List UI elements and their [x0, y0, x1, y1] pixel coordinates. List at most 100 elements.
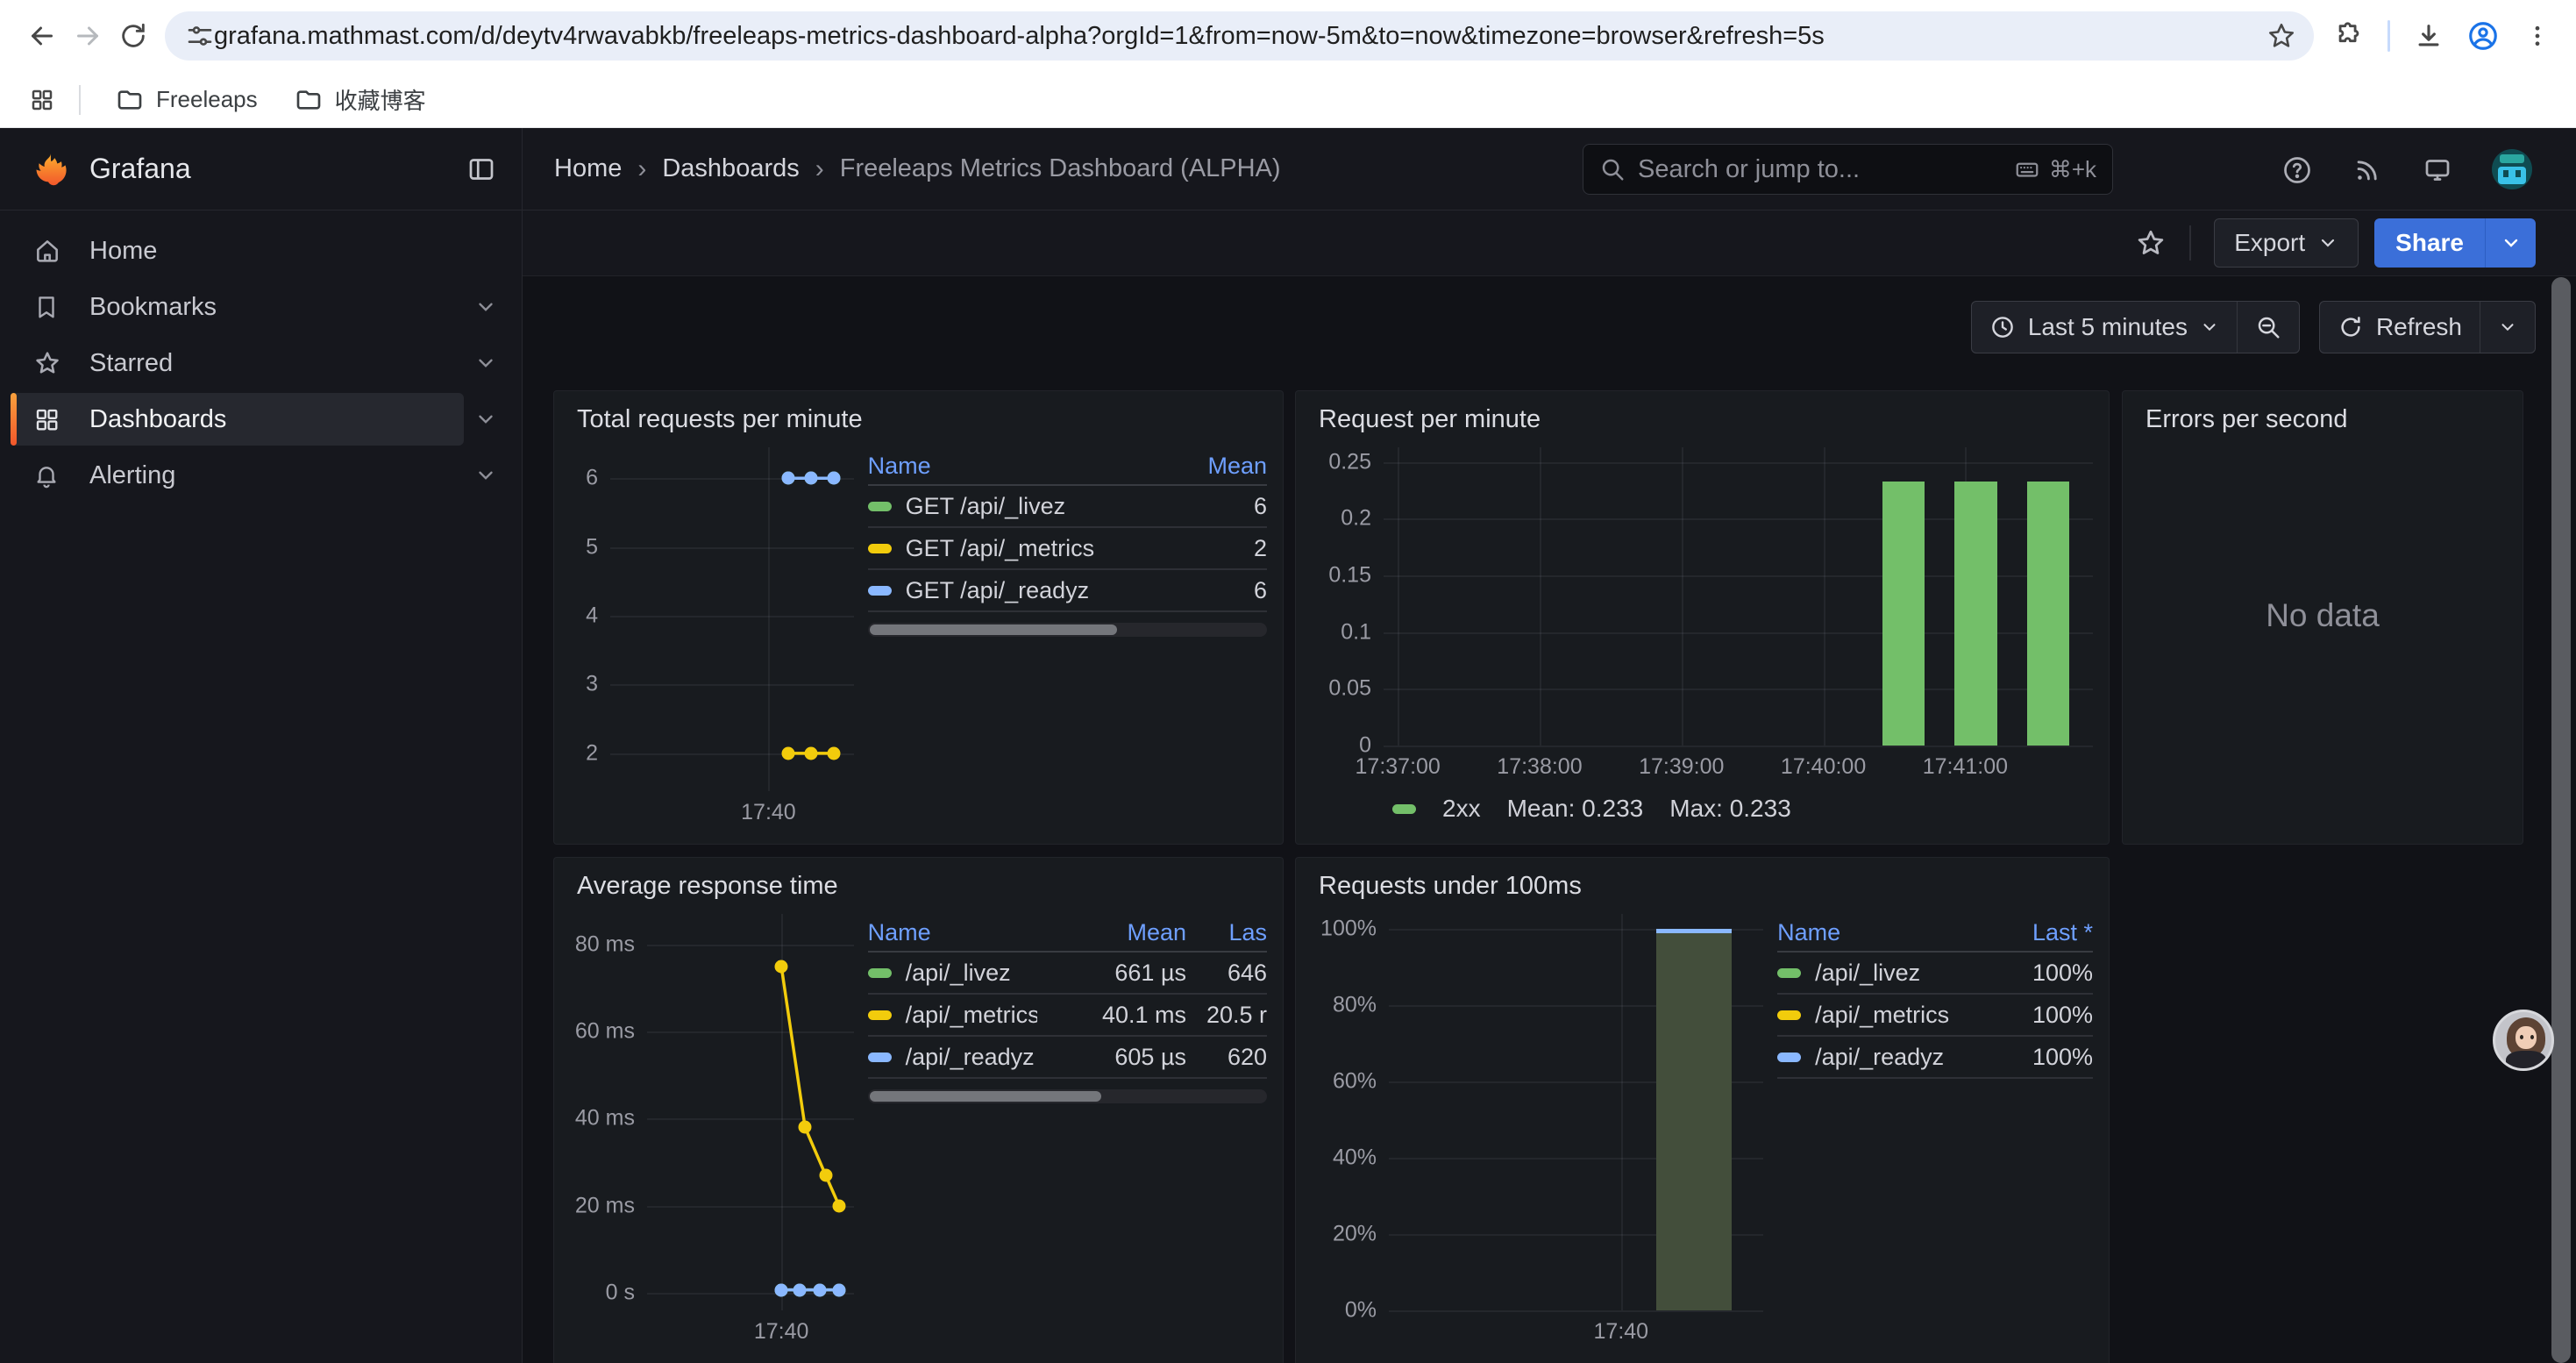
data-point[interactable]	[805, 472, 818, 485]
legend-row[interactable]: GET /api/_livez6	[868, 486, 1267, 528]
data-point[interactable]	[833, 1199, 846, 1212]
apps-grid-icon[interactable]	[23, 81, 61, 119]
search-icon	[1599, 156, 1626, 182]
sidebar-item-dashboards[interactable]: Dashboards	[0, 391, 522, 447]
breadcrumb-current: Freeleaps Metrics Dashboard (ALPHA)	[840, 154, 1281, 183]
chevron-down-icon[interactable]	[474, 464, 497, 487]
profile-icon[interactable]	[2460, 13, 2506, 59]
refresh-interval-button[interactable]	[2480, 302, 2535, 353]
panel-title[interactable]: Errors per second	[2123, 391, 2523, 440]
plot-area[interactable]	[647, 914, 854, 1310]
time-range-picker[interactable]: Last 5 minutes	[1972, 302, 2237, 353]
export-button[interactable]: Export	[2214, 218, 2359, 268]
breadcrumb-dashboards[interactable]: Dashboards	[662, 154, 799, 183]
bookmark-folder-blogs[interactable]: 收藏博客	[281, 76, 440, 123]
bar[interactable]	[1954, 482, 1997, 746]
y-tick-label: 0.25	[1328, 449, 1371, 475]
address-bar[interactable]	[165, 11, 2314, 61]
legend-row[interactable]: /api/_metrics100%	[1777, 995, 2093, 1037]
legend-table: NameLast */api/_livez100%/api/_metrics10…	[1777, 914, 2093, 1079]
series-swatch	[868, 502, 892, 511]
bookmark-star-icon[interactable]	[2266, 21, 2296, 51]
data-point[interactable]	[775, 960, 788, 973]
sidebar-item-bookmarks[interactable]: Bookmarks	[0, 279, 522, 335]
bookmark-folder-freeleaps[interactable]: Freeleaps	[102, 79, 272, 121]
data-point[interactable]	[833, 1283, 846, 1296]
chevron-down-icon[interactable]	[474, 352, 497, 375]
series-max: Max: 0.233	[1669, 795, 1791, 823]
site-info-icon[interactable]	[186, 22, 214, 50]
data-point[interactable]	[828, 746, 841, 760]
legend-line[interactable]: 2xx Mean: 0.233 Max: 0.233	[1308, 786, 2093, 831]
help-icon[interactable]	[2280, 153, 2315, 188]
bar[interactable]	[1882, 482, 1925, 746]
data-point[interactable]	[813, 1283, 826, 1296]
legend-row[interactable]: /api/_livez661 µs646	[868, 953, 1267, 995]
legend-row[interactable]: GET /api/_metrics2	[868, 528, 1267, 570]
back-icon[interactable]	[19, 13, 65, 59]
share-menu-button[interactable]	[2485, 218, 2536, 268]
panel-title[interactable]: Average response time	[554, 858, 1283, 907]
legend-header-row: NameMean	[868, 447, 1267, 486]
breadcrumb-separator: ›	[637, 154, 646, 184]
data-point[interactable]	[781, 746, 794, 760]
extensions-icon[interactable]	[2326, 13, 2372, 59]
chevron-down-icon[interactable]	[474, 296, 497, 318]
forward-icon[interactable]	[65, 13, 110, 59]
series-name: 2xx	[1442, 795, 1481, 823]
zoom-out-button[interactable]	[2237, 302, 2299, 353]
plot-area[interactable]	[1384, 447, 2093, 746]
chevron-down-icon	[2498, 318, 2517, 337]
legend-scrollbar[interactable]	[868, 1089, 1267, 1103]
panel-title[interactable]: Requests under 100ms	[1296, 858, 2109, 907]
url-input[interactable]	[214, 22, 2266, 51]
grafana-logo[interactable]	[30, 149, 70, 189]
data-point[interactable]	[819, 1169, 832, 1182]
folder-icon	[116, 86, 144, 114]
user-avatar[interactable]	[2492, 149, 2532, 189]
refresh-button[interactable]: Refresh	[2320, 302, 2480, 353]
data-point[interactable]	[781, 472, 794, 485]
download-icon[interactable]	[2406, 13, 2451, 59]
data-point[interactable]	[799, 1121, 812, 1134]
page-scrollbar[interactable]	[2551, 277, 2571, 1363]
sidebar-item-home[interactable]: Home	[0, 223, 522, 279]
share-button[interactable]: Share	[2374, 218, 2485, 268]
panel-title[interactable]: Total requests per minute	[554, 391, 1283, 440]
data-point[interactable]	[828, 472, 841, 485]
menu-kebab-icon[interactable]	[2515, 13, 2560, 59]
legend-row[interactable]: /api/_readyz605 µs620	[868, 1037, 1267, 1079]
floating-assistant-avatar[interactable]	[2493, 1010, 2554, 1071]
plot-area[interactable]	[610, 447, 854, 791]
plot-area[interactable]	[1389, 914, 1763, 1310]
legend-row[interactable]: GET /api/_readyz6	[868, 570, 1267, 612]
chevron-down-icon[interactable]	[474, 408, 497, 431]
keyboard-icon	[2014, 156, 2040, 182]
y-tick-label: 80 ms	[575, 931, 635, 957]
legend-row[interactable]: /api/_livez100%	[1777, 953, 2093, 995]
legend-row[interactable]: /api/_metrics40.1 ms20.5 r	[868, 995, 1267, 1037]
monitor-icon[interactable]	[2420, 153, 2455, 188]
legend-scrollbar[interactable]	[868, 623, 1267, 637]
favorite-star-icon[interactable]	[2135, 227, 2167, 259]
sidebar-item-alerting[interactable]: Alerting	[0, 447, 522, 503]
bar[interactable]	[2027, 482, 2070, 746]
x-tick-label: 17:40	[1594, 1319, 1649, 1345]
x-tick-label: 17:40	[754, 1319, 809, 1345]
reload-icon[interactable]	[110, 13, 156, 59]
data-point[interactable]	[805, 746, 818, 760]
legend-row[interactable]: /api/_readyz100%	[1777, 1037, 2093, 1079]
news-rss-icon[interactable]	[2350, 153, 2385, 188]
bar[interactable]	[1656, 929, 1731, 1310]
panel-title[interactable]: Request per minute	[1296, 391, 2109, 440]
search-input[interactable]: Search or jump to... ⌘+k	[1583, 144, 2113, 195]
data-point[interactable]	[793, 1283, 807, 1296]
series-swatch	[1777, 968, 1801, 978]
series-swatch	[868, 968, 892, 978]
y-tick-label: 0.2	[1341, 506, 1371, 532]
data-point[interactable]	[775, 1283, 788, 1296]
series-lines	[647, 914, 854, 1310]
mega-menu-toggle-icon[interactable]	[466, 153, 497, 185]
breadcrumb-home[interactable]: Home	[554, 154, 622, 183]
sidebar-item-starred[interactable]: Starred	[0, 335, 522, 391]
